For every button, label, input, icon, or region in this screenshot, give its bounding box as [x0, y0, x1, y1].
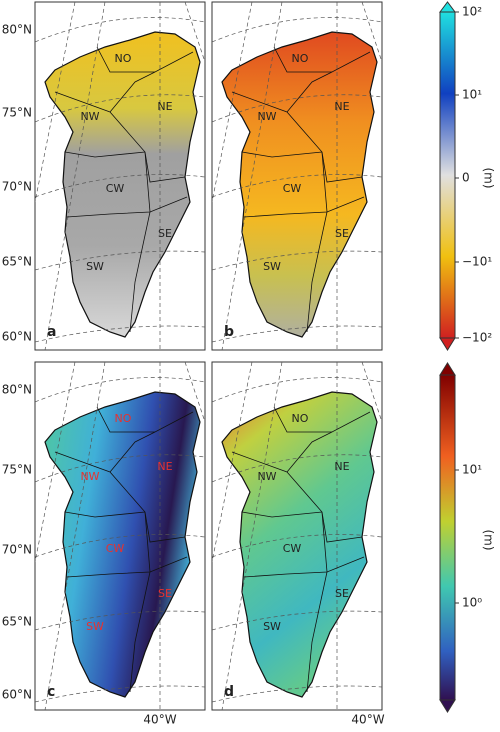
panel-letter: b — [224, 324, 234, 340]
latitude-label: 70°N — [2, 543, 32, 557]
latitude-label: 75°N — [2, 106, 32, 120]
longitude-label: 40°W — [351, 713, 384, 727]
colorbar — [439, 374, 456, 701]
latitude-label: 60°N — [2, 330, 32, 344]
region-label: NO — [115, 412, 132, 425]
latitude-label: 75°N — [2, 463, 32, 477]
colorbar-top — [439, 1, 456, 351]
region-label: CW — [106, 182, 125, 195]
region-label: NE — [157, 460, 172, 473]
region-label: SE — [335, 227, 349, 240]
region-label: SW — [263, 260, 281, 273]
region-label: CW — [283, 182, 302, 195]
region-label: NW — [257, 470, 276, 483]
colorbar-tick-label: −10¹ — [462, 255, 492, 269]
map-panel: NO NE NW CW SE SW d — [211, 361, 383, 711]
latitude-label: 60°N — [2, 688, 32, 702]
latitude-label: 80°N — [2, 383, 32, 397]
panels: NONENWCWSESWaNONENWCWSESWbNONENWCWSESWcN… — [34, 1, 383, 711]
region-label: NW — [80, 470, 99, 483]
region-label: NE — [334, 100, 349, 113]
region-label: CW — [106, 542, 125, 555]
colorbar-tick-label: 0 — [462, 171, 470, 185]
region-label: NE — [157, 100, 172, 113]
colorbar-bottom — [439, 362, 456, 713]
region-label: NO — [115, 52, 132, 65]
colorbar-tip — [439, 362, 456, 376]
colorbar-unit: (m) — [482, 167, 496, 188]
region-label: SE — [158, 587, 172, 600]
region-label: NO — [292, 412, 309, 425]
region-label: SE — [335, 587, 349, 600]
map-panel: NO NE NW CW SE SW b — [211, 1, 383, 351]
colorbar-tip — [439, 699, 456, 713]
colorbar-tip — [439, 337, 456, 351]
colorbar — [439, 11, 456, 339]
panel-letter: d — [224, 684, 234, 700]
colorbar-unit: (m) — [482, 529, 496, 550]
latitude-label: 80°N — [2, 23, 32, 37]
region-label: SW — [86, 620, 104, 633]
colorbar-tick-label: 10² — [462, 5, 482, 19]
colorbar-tick-label: 10⁰ — [462, 596, 482, 610]
region-label: CW — [283, 542, 302, 555]
colorbar-tip — [439, 1, 456, 13]
region-label: NW — [80, 110, 99, 123]
labels: 80°N 75°N 70°N 65°N 60°N 80°N 75°N 70°N 65°N 60°N… — [2, 5, 496, 727]
panel-letter: a — [47, 324, 56, 340]
region-label: SW — [86, 260, 104, 273]
region-label: NE — [334, 460, 349, 473]
colorbar-tick-label: −10² — [462, 331, 492, 345]
map-panel: NO NE NW CW SE SW c — [34, 361, 206, 711]
region-label: SW — [263, 620, 281, 633]
region-label: NW — [257, 110, 276, 123]
panel-letter: c — [47, 684, 55, 700]
map-panel: NO NE NW CW SE SW a — [34, 1, 206, 351]
latitude-label: 70°N — [2, 180, 32, 194]
colorbar-tick-label: 10¹ — [462, 88, 482, 102]
latitude-label: 65°N — [2, 615, 32, 629]
region-label: NO — [292, 52, 309, 65]
latitude-label: 65°N — [2, 255, 32, 269]
longitude-label: 40°W — [143, 713, 176, 727]
region-label: SE — [158, 227, 172, 240]
colorbar-tick-label: 10¹ — [462, 463, 482, 477]
